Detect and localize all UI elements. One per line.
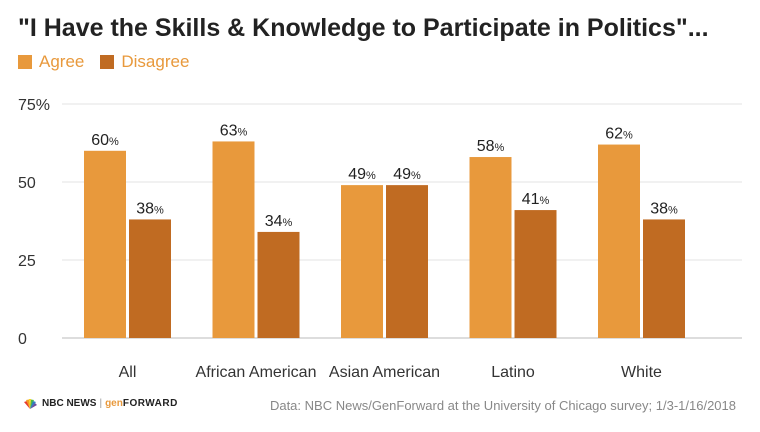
gen-wordmark: gen — [105, 398, 123, 409]
bar-chart: 0 25 50 75% 60% 38% All 63% 34% African American 4… — [18, 97, 742, 381]
legend: Agree Disagree — [18, 52, 205, 72]
data-label: 38% — [136, 200, 164, 217]
data-label: 60% — [91, 132, 119, 149]
logo-separator: | — [99, 398, 103, 409]
legend-label-disagree: Disagree — [121, 52, 190, 71]
bar-disagree — [129, 219, 171, 338]
bar-agree — [84, 150, 126, 338]
bar-agree — [212, 141, 255, 338]
nbc-news-wordmark: NBC NEWS — [42, 398, 97, 409]
data-label: 63% — [220, 122, 248, 139]
data-label: 38% — [650, 200, 678, 217]
x-tick-label: Latino — [491, 364, 535, 381]
peacock-icon — [24, 398, 37, 409]
bar-disagree — [643, 219, 685, 338]
legend-label-agree: Agree — [39, 52, 85, 71]
data-label: 62% — [605, 126, 633, 143]
legend-item-agree: Agree — [18, 52, 84, 72]
y-tick-label: 0 — [18, 331, 27, 348]
legend-swatch-disagree — [100, 55, 115, 69]
x-tick-label: White — [621, 364, 662, 381]
forward-wordmark: FORWARD — [122, 398, 178, 409]
chart-title: "I Have the Skills & Knowledge to Partic… — [18, 14, 709, 42]
bar-disagree — [257, 231, 300, 338]
data-label: 49% — [348, 166, 376, 183]
x-tick-label: All — [119, 364, 137, 381]
bar-disagree — [514, 210, 557, 338]
y-tick-label: 75% — [18, 97, 50, 114]
bar-agree — [341, 185, 383, 338]
y-tick-label: 25 — [18, 253, 36, 270]
data-label: 58% — [477, 138, 505, 155]
legend-item-disagree: Disagree — [100, 52, 189, 72]
y-tick-label: 50 — [18, 175, 36, 192]
data-label: 41% — [522, 191, 550, 208]
bar-disagree — [386, 185, 428, 338]
x-tick-label: Asian American — [329, 364, 440, 381]
bar-agree — [598, 144, 640, 338]
nbc-genforward-logo: NBC NEWS | gen FORWARD — [22, 398, 178, 409]
legend-swatch-agree — [18, 55, 32, 69]
x-tick-label: African American — [196, 364, 317, 381]
bar-agree — [469, 157, 512, 338]
data-label: 34% — [265, 213, 293, 230]
data-label: 49% — [393, 166, 421, 183]
source-note: Data: NBC News/GenForward at the Univers… — [269, 398, 736, 413]
